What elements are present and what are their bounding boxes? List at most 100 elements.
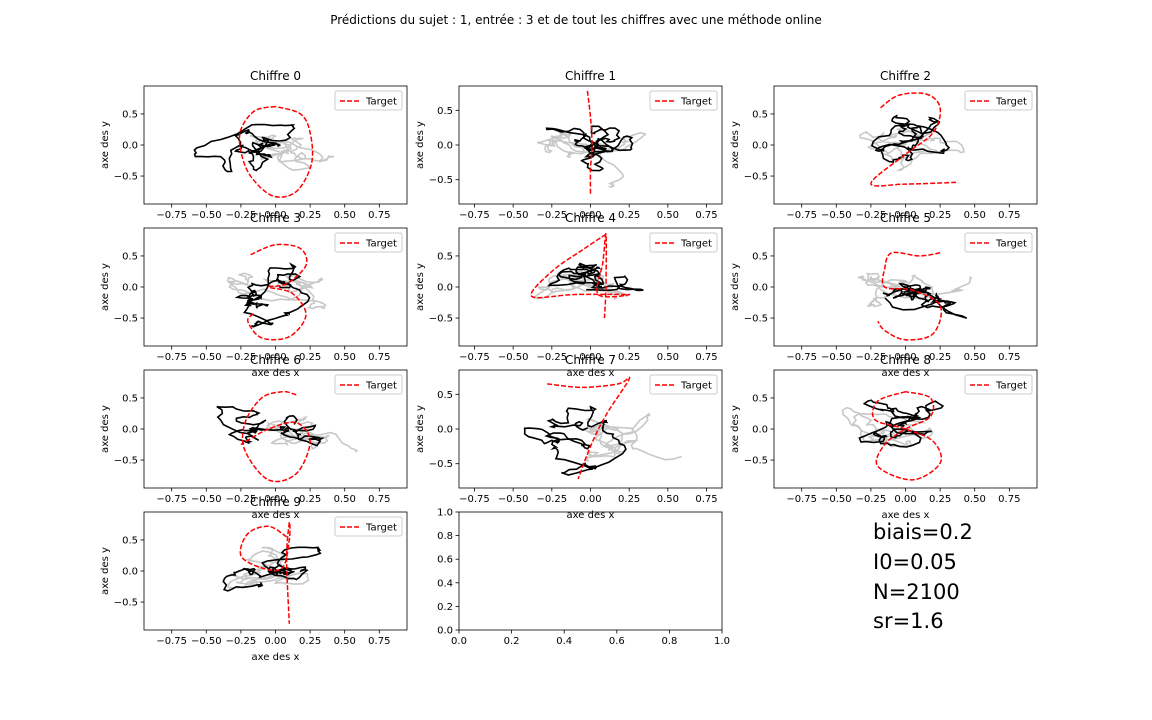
y-tick-label: 0.0: [437, 626, 453, 637]
plot-content: [523, 376, 682, 480]
y-tick-label: 0.5: [122, 251, 138, 262]
legend-label: Target: [365, 239, 397, 250]
panel-title: Chiffre 8: [880, 353, 931, 367]
x-tick-label: 0.50: [334, 494, 356, 505]
x-tick-label: 0.00: [264, 352, 286, 363]
target-line: [586, 90, 593, 196]
plot-area: −0.75 −0.50 −0.25 0.00 0.25 0.50 0.75 0.5 0.0 −0.…: [114, 369, 408, 505]
y-tick-label: 0.0: [752, 425, 768, 436]
panel-chiffre-0: Chiffre 0 −0.75 −0.50 −0.25 0.00 0.25 0.50 0.7…: [100, 69, 408, 221]
x-tick-label: 0.75: [695, 210, 717, 221]
x-tick-label: −0.50: [498, 352, 529, 363]
target-line: [530, 233, 630, 319]
x-tick-label: −0.50: [821, 352, 852, 363]
legend-box: [964, 232, 1033, 253]
x-tick-label: 0.50: [657, 352, 679, 363]
legend-box: [334, 90, 403, 111]
panel-chiffre-1: Chiffre 1 −0.75 −0.50 −0.25 0.00 0.25 0.50 0.7…: [415, 69, 723, 221]
plot-area: −0.75 −0.50 −0.25 0.00 0.25 0.50 0.75 0.5 0.0 −0.…: [429, 227, 723, 363]
x-tick-label: −0.25: [536, 210, 567, 221]
y-axis-label: axe des y: [730, 263, 741, 311]
param-biais: biais=0.2: [873, 520, 973, 544]
y-tick-label: 0.0: [437, 283, 453, 294]
panel-title: Chiffre 7: [565, 353, 616, 367]
x-tick-label: 0.50: [964, 352, 986, 363]
prediction-secondary-line: [537, 131, 647, 189]
plot-content: [537, 90, 647, 196]
legend: Target: [649, 374, 718, 395]
target-line: [547, 376, 631, 480]
x-tick-label: −0.50: [191, 352, 222, 363]
x-tick-label: −0.75: [786, 210, 817, 221]
y-axis-label: axe des y: [730, 405, 741, 453]
prediction-secondary-line: [265, 415, 359, 453]
y-tick-label: 0.5: [437, 251, 453, 262]
x-tick-label: 0.50: [657, 210, 679, 221]
param-sr: sr=1.6: [873, 609, 944, 633]
x-axis-label: axe des x: [252, 510, 300, 521]
figure-title: Prédictions du sujet : 1, entrée : 3 et …: [330, 13, 822, 27]
plot-area: −0.75 −0.50 −0.25 0.00 0.25 0.50 0.75 0.5 0.0 −0.…: [744, 369, 1038, 505]
x-axis-label: axe des x: [252, 652, 300, 663]
x-tick-label: 0.75: [368, 210, 390, 221]
x-tick-label: 0.25: [299, 352, 321, 363]
x-tick-label: −0.75: [156, 210, 187, 221]
panel-empty: 0.0 0.2 0.4 0.6 0.8 1.0 1.0 0.8 0.6 0.4 0.2 0.0: [437, 508, 730, 648]
legend-label: Target: [680, 381, 712, 392]
x-tick-label: 0.25: [929, 210, 951, 221]
y-tick-label: 0.0: [437, 141, 453, 152]
prediction-line: [222, 546, 322, 592]
param-n: N=2100: [873, 580, 960, 604]
legend: Target: [334, 516, 403, 537]
prediction-line: [546, 262, 644, 292]
y-tick-label: −0.5: [429, 175, 453, 186]
x-tick-label: −0.25: [226, 494, 257, 505]
plot-content: [858, 92, 965, 187]
legend-box: [649, 374, 718, 395]
x-tick-label: −0.25: [226, 352, 257, 363]
x-tick-label: 0.75: [998, 494, 1020, 505]
panel-chiffre-2: Chiffre 2 −0.75 −0.50 −0.25 0.00 0.25 0.50 0.7…: [730, 69, 1038, 221]
plot-area: −0.75 −0.50 −0.25 0.00 0.25 0.50 0.75 0.5 0.0 −0.…: [114, 511, 408, 647]
x-tick-label: −0.75: [156, 636, 187, 647]
x-tick-label: 0.50: [334, 210, 356, 221]
x-axis-label: axe des x: [882, 368, 930, 379]
x-tick-label: 0.50: [334, 636, 356, 647]
y-tick-label: −0.5: [429, 314, 453, 325]
x-tick-label: 0.25: [299, 210, 321, 221]
x-tick-label: 0.00: [264, 210, 286, 221]
legend-label: Target: [995, 239, 1027, 250]
panel-chiffre-3: Chiffre 3 −0.75 −0.50 −0.25 0.00 0.25 0.50 0.7…: [100, 211, 408, 379]
x-tick-label: 0.8: [661, 636, 677, 647]
y-tick-label: 0.0: [752, 141, 768, 152]
plot-area: −0.75 −0.50 −0.25 0.00 0.25 0.50 0.75 0.5 0.0 −0.…: [114, 227, 408, 363]
y-axis-label: axe des y: [730, 121, 741, 169]
y-tick-label: −0.5: [114, 172, 138, 183]
legend-label: Target: [995, 97, 1027, 108]
parameters-text: biais=0.2 I0=0.05 N=2100 sr=1.6: [873, 520, 973, 633]
legend-label: Target: [680, 97, 712, 108]
legend: Target: [964, 232, 1033, 253]
target-line: [238, 105, 314, 198]
x-tick-label: −0.25: [536, 352, 567, 363]
panel-title: Chiffre 3: [250, 211, 301, 225]
x-tick-label: −0.25: [856, 352, 887, 363]
plot-content: [222, 521, 322, 624]
plot-area: 0.0 0.2 0.4 0.6 0.8 1.0 1.0 0.8 0.6 0.4 0.2 0.0: [437, 508, 730, 648]
plot-content: [857, 251, 973, 341]
x-tick-label: 0.75: [368, 352, 390, 363]
panel-title: Chiffre 2: [880, 69, 931, 83]
panel-title: Chiffre 6: [250, 353, 301, 367]
prediction-secondary-line: [581, 412, 682, 463]
legend: Target: [334, 232, 403, 253]
legend-label: Target: [365, 381, 397, 392]
plot-content: [530, 233, 644, 319]
legend-box: [964, 374, 1033, 395]
x-tick-label: 0.00: [264, 636, 286, 647]
x-tick-label: 0.50: [657, 494, 679, 505]
plot-content: [841, 390, 945, 481]
legend: Target: [334, 374, 403, 395]
x-tick-label: 0.2: [504, 636, 520, 647]
x-tick-label: 0.75: [695, 352, 717, 363]
